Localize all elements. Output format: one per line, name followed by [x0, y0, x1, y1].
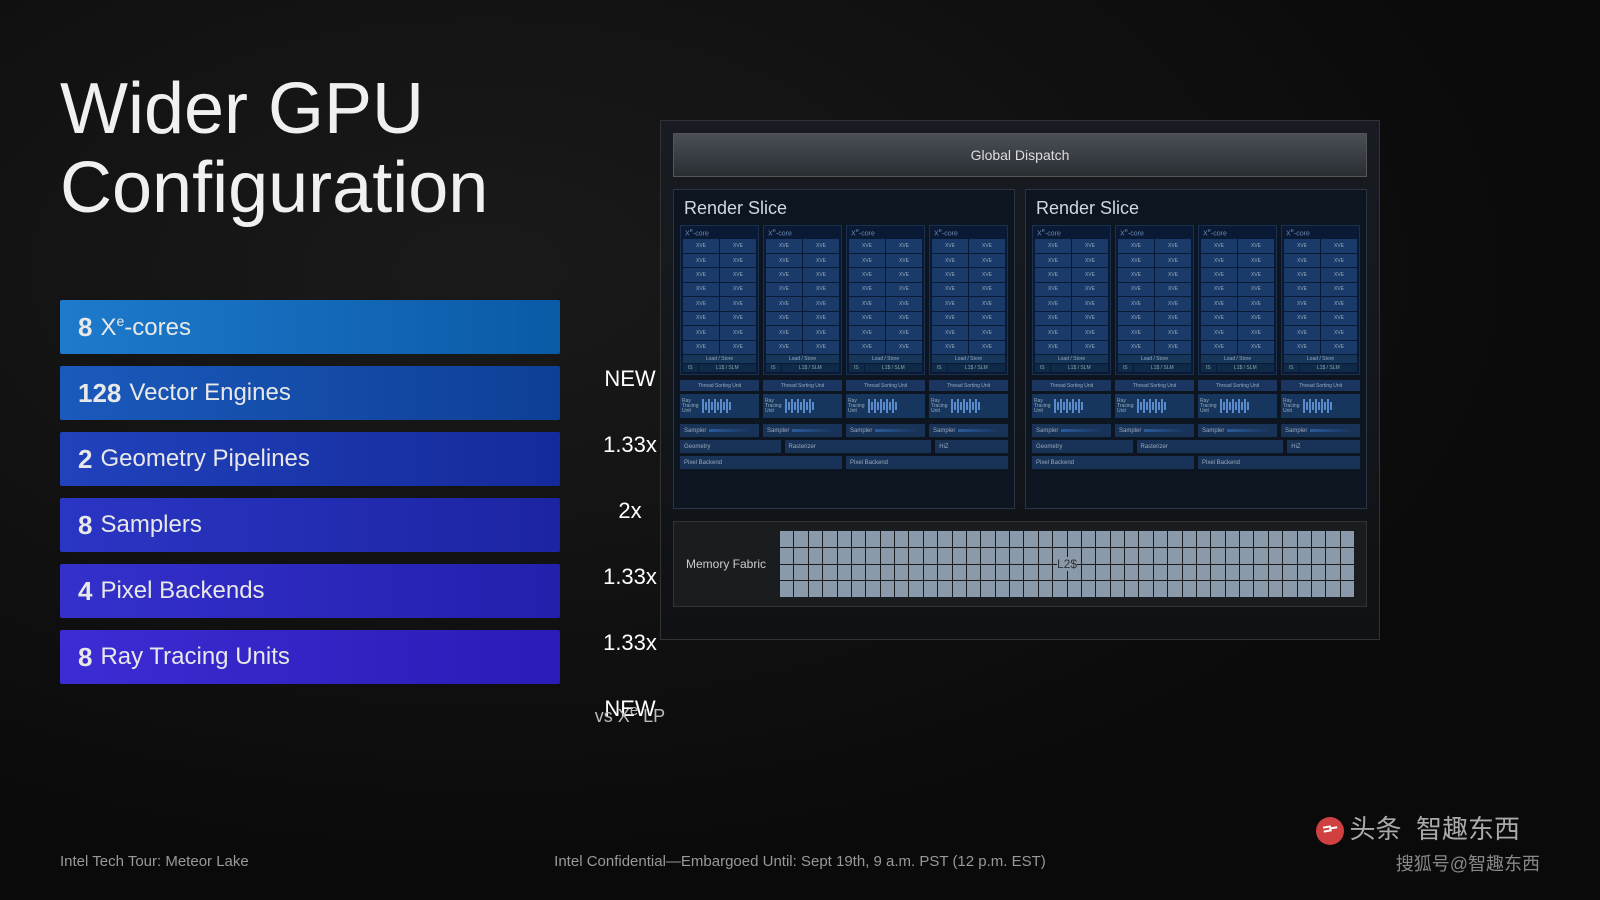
slide-title: Wider GPU Configuration — [60, 70, 488, 228]
spec-row: 128Vector Engines — [60, 366, 560, 420]
xe-core: Xe-coreXVEXVEXVEXVEXVEXVEXVEXVEXVEXVEXVE… — [1281, 225, 1360, 375]
spec-row: 8Ray Tracing Units — [60, 630, 560, 684]
render-slices: Render SliceXe-coreXVEXVEXVEXVEXVEXVEXVE… — [673, 189, 1367, 509]
watermark-toutiao: 头条 智趣东西 — [1316, 809, 1520, 846]
render-slice: Render SliceXe-coreXVEXVEXVEXVEXVEXVEXVE… — [1025, 189, 1367, 509]
footer-center: Intel Confidential—Embargoed Until: Sept… — [553, 853, 1046, 870]
footer: Intel Tech Tour: Meteor Lake Intel Confi… — [0, 853, 1600, 870]
xe-core: Xe-coreXVEXVEXVEXVEXVEXVEXVEXVEXVEXVEXVE… — [763, 225, 842, 375]
xe-core: Xe-coreXVEXVEXVEXVEXVEXVEXVEXVEXVEXVEXVE… — [929, 225, 1008, 375]
xe-core: Xe-coreXVEXVEXVEXVEXVEXVEXVEXVEXVEXVEXVE… — [1032, 225, 1111, 375]
memory-fabric: Memory Fabric L2$ — [673, 521, 1367, 607]
xe-core: Xe-coreXVEXVEXVEXVEXVEXVEXVEXVEXVEXVEXVE… — [846, 225, 925, 375]
spec-row: 8Xe-cores — [60, 300, 560, 354]
xe-core: Xe-coreXVEXVEXVEXVEXVEXVEXVEXVEXVEXVEXVE… — [1198, 225, 1277, 375]
xe-core: Xe-coreXVEXVEXVEXVEXVEXVEXVEXVEXVEXVEXVE… — [680, 225, 759, 375]
spec-row: 8Samplers — [60, 498, 560, 552]
xe-core: Xe-coreXVEXVEXVEXVEXVEXVEXVEXVEXVEXVEXVE… — [1115, 225, 1194, 375]
gpu-diagram: Global Dispatch Render SliceXe-coreXVEXV… — [660, 120, 1380, 640]
l2-cache: L2$ — [780, 531, 1354, 597]
render-slice: Render SliceXe-coreXVEXVEXVEXVEXVEXVEXVE… — [673, 189, 1015, 509]
footer-left: Intel Tech Tour: Meteor Lake — [60, 853, 553, 870]
spec-row: 4Pixel Backends — [60, 564, 560, 618]
spec-footnote: vs Xe LP — [580, 702, 680, 727]
spec-list: 8Xe-coresNEW128Vector Engines1.33x2Geome… — [60, 300, 560, 696]
watermark-sohu: 搜狐号@智趣东西 — [1396, 850, 1540, 876]
toutiao-icon — [1316, 817, 1344, 845]
global-dispatch: Global Dispatch — [673, 133, 1367, 177]
spec-row: 2Geometry Pipelines — [60, 432, 560, 486]
